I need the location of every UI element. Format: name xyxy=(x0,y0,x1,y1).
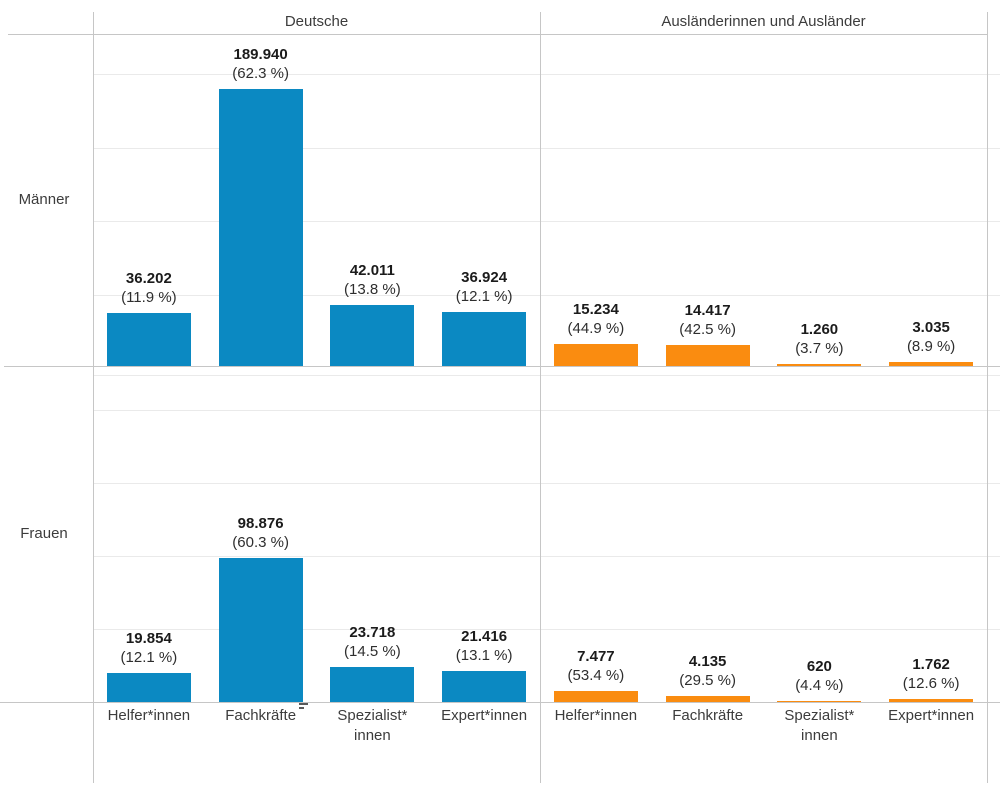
gridline xyxy=(93,629,1000,630)
value-number: 1.762 xyxy=(912,656,950,673)
value-number: 36.924 xyxy=(461,269,508,286)
value-percent: (4.4 %) xyxy=(795,677,844,694)
value-number: 14.417 xyxy=(684,302,731,319)
value-percent: (53.4 %) xyxy=(567,667,625,684)
value-label: 189.940 (62.3 %) xyxy=(191,45,331,83)
value-number: 7.477 xyxy=(577,648,615,665)
value-label: 36.924 (12.1 %) xyxy=(414,268,554,306)
sort-descending-icon[interactable] xyxy=(299,703,309,711)
value-percent: (14.5 %) xyxy=(344,643,401,660)
value-label: 1.762 (12.6 %) xyxy=(861,655,1000,693)
category-label: Fachkräfte xyxy=(672,707,744,724)
category-label: Fachkräfte xyxy=(225,707,297,724)
category-label: Helfer*innen xyxy=(554,707,638,724)
value-label: 98.876 (60.3 %) xyxy=(191,514,331,552)
value-label: 42.011 (13.8 %) xyxy=(302,261,442,299)
bar-Frauen-Ausländerinnen und Ausländer-3[interactable] xyxy=(777,701,862,702)
bar-Männer-Deutsche-3[interactable] xyxy=(330,305,415,366)
value-number: 1.260 xyxy=(800,321,839,338)
bar-Männer-Ausländerinnen und Ausländer-3[interactable] xyxy=(777,364,862,366)
gridline xyxy=(4,366,1000,367)
panel-separator xyxy=(93,12,94,783)
value-percent: (13.8 %) xyxy=(344,281,401,298)
value-label: 19.854 (12.1 %) xyxy=(79,629,219,667)
value-number: 4.135 xyxy=(688,653,727,670)
bar-Frauen-Ausländerinnen und Ausländer-4[interactable] xyxy=(889,699,974,702)
value-label: 7.477 (53.4 %) xyxy=(526,647,666,685)
value-label: 3.035 (8.9 %) xyxy=(861,318,1000,356)
gridline xyxy=(93,483,1000,484)
panel-separator xyxy=(540,12,541,783)
gridline xyxy=(93,375,1000,376)
value-percent: (12.1 %) xyxy=(455,288,513,305)
column-title-auslaenderinnen-und-auslaender: Ausländerinnen und Ausländer xyxy=(661,13,866,30)
bar-Frauen-Deutsche-3[interactable] xyxy=(330,667,415,702)
bar-Männer-Deutsche-1[interactable] xyxy=(106,313,191,366)
gridline xyxy=(93,295,1000,296)
value-label: 21.416 (13.1 %) xyxy=(414,627,554,665)
category-label: Spezialist* innen xyxy=(784,707,855,744)
bar-Männer-Ausländerinnen und Ausländer-1[interactable] xyxy=(553,344,638,366)
gridline xyxy=(93,410,1000,411)
category-label: Helfer*innen xyxy=(107,707,191,724)
panel-separator xyxy=(987,12,988,783)
bar-Frauen-Deutsche-2[interactable] xyxy=(218,558,303,702)
value-number: 21.416 xyxy=(461,628,508,645)
row-title-frauen: Frauen xyxy=(20,525,68,542)
value-percent: (42.5 %) xyxy=(679,321,736,338)
value-number: 15.234 xyxy=(572,301,619,318)
value-label: 36.202 (11.9 %) xyxy=(79,269,219,307)
gridline xyxy=(8,34,987,35)
value-label: 4.135 (29.5 %) xyxy=(638,652,778,690)
gridline xyxy=(93,221,1000,222)
value-percent: (13.1 %) xyxy=(455,647,513,664)
category-label: Expert*innen xyxy=(888,707,975,724)
value-number: 42.011 xyxy=(349,262,395,279)
bar-Frauen-Ausländerinnen und Ausländer-2[interactable] xyxy=(665,696,750,702)
value-label: 14.417 (42.5 %) xyxy=(638,301,778,339)
value-number: 98.876 xyxy=(237,515,284,532)
value-percent: (62.3 %) xyxy=(232,65,289,82)
value-number: 620 xyxy=(806,658,832,675)
bar-Frauen-Deutsche-1[interactable] xyxy=(106,673,191,702)
gridline xyxy=(93,148,1000,149)
value-number: 19.854 xyxy=(125,630,172,647)
value-label: 23.718 (14.5 %) xyxy=(302,623,442,661)
bar-Frauen-Deutsche-4[interactable] xyxy=(442,671,527,702)
value-percent: (60.3 %) xyxy=(232,534,289,551)
bar-Männer-Ausländerinnen und Ausländer-4[interactable] xyxy=(889,362,974,366)
row-title-maenner: Männer xyxy=(18,191,70,208)
bar-Frauen-Ausländerinnen und Ausländer-1[interactable] xyxy=(553,691,638,702)
value-percent: (44.9 %) xyxy=(567,320,625,337)
value-percent: (3.7 %) xyxy=(795,340,844,357)
bar-Männer-Deutsche-4[interactable] xyxy=(442,312,527,366)
value-number: 3.035 xyxy=(912,319,950,336)
bar-Männer-Deutsche-2[interactable] xyxy=(218,89,303,366)
value-percent: (29.5 %) xyxy=(679,672,736,689)
value-label: 620 (4.4 %) xyxy=(749,657,889,695)
value-label: 1.260 (3.7 %) xyxy=(749,320,889,358)
bar-Männer-Ausländerinnen und Ausländer-2[interactable] xyxy=(665,345,750,366)
gridline xyxy=(0,702,1000,703)
category-label: Spezialist* innen xyxy=(337,707,408,744)
value-percent: (8.9 %) xyxy=(906,338,956,355)
value-label: 15.234 (44.9 %) xyxy=(526,300,666,338)
column-title-deutsche: Deutsche xyxy=(284,13,349,30)
value-number: 189.940 xyxy=(233,46,288,63)
value-percent: (11.9 %) xyxy=(121,289,177,306)
gridline xyxy=(93,74,1000,75)
value-percent: (12.1 %) xyxy=(120,649,178,666)
sort-icon-bar xyxy=(299,703,308,705)
value-number: 36.202 xyxy=(125,270,172,287)
value-number: 23.718 xyxy=(349,624,396,641)
value-percent: (12.6 %) xyxy=(902,675,960,692)
category-label: Expert*innen xyxy=(441,707,528,724)
gridline xyxy=(93,556,1000,557)
sort-icon-bar xyxy=(299,707,304,709)
